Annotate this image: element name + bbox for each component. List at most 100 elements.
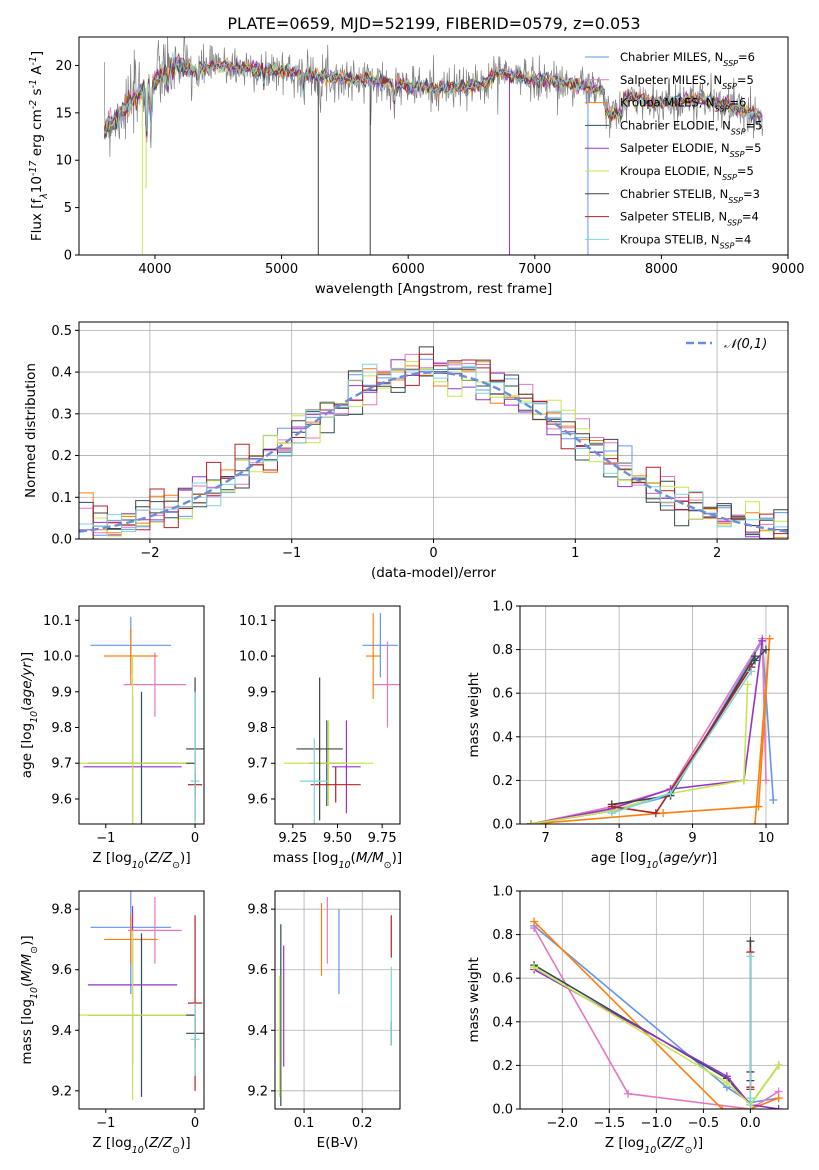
y-tick-label: 10.1 <box>239 614 268 629</box>
x-tick-label: 0.1 <box>294 1116 315 1131</box>
y-tick-label: 10 <box>55 154 72 169</box>
y-tick-label: 0.8 <box>492 928 513 943</box>
x-tick-label: 0 <box>191 831 199 846</box>
x-tick-label: 9.75 <box>368 831 397 846</box>
y-axis-label: mass weight <box>466 672 482 757</box>
x-tick-label: 7 <box>542 831 550 846</box>
weight-line-4 <box>533 968 779 1109</box>
y-axis-label: Normed distribution <box>23 363 39 498</box>
errorbar-4 <box>332 720 361 814</box>
y-tick-label: 9.8 <box>247 721 268 736</box>
weight-line-0 <box>530 638 775 824</box>
legend-label: Kroupa MILES, NSSP=6 <box>620 96 746 114</box>
axes-frame <box>78 605 205 825</box>
y-tick-label: 9.6 <box>51 792 72 807</box>
y-tick-label: 9.8 <box>247 903 268 918</box>
residuals-panel: −2 −1 0 1 2 0.0 0.1 0.2 0.3 0.4 0.5 (data-model)/er… <box>23 321 789 581</box>
y-tick-label: 0.2 <box>492 1059 513 1074</box>
x-tick-label: 8000 <box>645 262 678 277</box>
y-tick-label: 9.9 <box>247 685 268 700</box>
y-tick-label: 9.9 <box>51 685 72 700</box>
legend-label: Chabrier STELIB, NSSP=3 <box>620 187 760 205</box>
axes-frame <box>78 321 789 540</box>
x-tick-label: 8 <box>615 831 623 846</box>
y-axis-label: age [log10(age/yr)] <box>19 652 40 778</box>
weight-marker <box>750 820 759 824</box>
legend-label: Chabrier ELODIE, NSSP=5 <box>620 118 763 136</box>
age-weight-panel: 7 8 9 10 0.0 0.2 0.4 0.6 0.8 1.0 age [log10(age/yr… <box>466 600 789 871</box>
histogram-6 <box>79 346 788 539</box>
y-tick-label: 5 <box>64 201 72 216</box>
weight-line-2 <box>533 920 779 1109</box>
y-tick-label: 0 <box>64 249 72 264</box>
weight-line-5 <box>533 966 780 1106</box>
legend-label: Salpeter MILES, NSSP=5 <box>620 73 754 91</box>
y-tick-label: 9.8 <box>51 721 72 736</box>
weight-marker <box>530 963 539 972</box>
mass-age-panel: 9.25 9.50 9.75 9.6 9.7 9.8 9.9 10.0 10.1 mass [lo… <box>239 605 402 871</box>
weight-marker <box>746 952 755 961</box>
weight-marker <box>718 1105 727 1109</box>
plot-area <box>79 616 204 824</box>
x-tick-label: 9.25 <box>278 831 307 846</box>
axes-frame <box>274 890 401 1110</box>
plot-area <box>279 897 392 1106</box>
y-tick-label: 15 <box>55 106 72 121</box>
weight-marker <box>761 776 770 785</box>
weight-line-1 <box>533 927 780 1109</box>
x-axis-label: Z [log10(Z/Z⊙)] <box>92 850 190 871</box>
x-tick-label: −1 <box>282 546 301 561</box>
plot-area <box>79 346 788 539</box>
x-tick-label: 4000 <box>138 262 171 277</box>
legend-label: Kroupa STELIB, NSSP=4 <box>620 232 751 250</box>
errorbar-2 <box>104 627 158 685</box>
weight-marker <box>746 937 755 946</box>
y-tick-label: 0.4 <box>51 366 72 381</box>
axes-frame <box>78 36 789 256</box>
x-tick-label: −2 <box>140 546 159 561</box>
histogram-7 <box>79 353 788 539</box>
weight-marker <box>754 802 763 811</box>
y-tick-label: 9.2 <box>51 1084 72 1099</box>
spectrum-legend: Chabrier MILES, NSSP=6 Salpeter MILES, NS… <box>585 50 763 250</box>
x-tick-label: 9.50 <box>323 831 352 846</box>
weight-marker <box>530 917 539 926</box>
x-tick-label: −1.0 <box>641 1116 673 1131</box>
x-tick-label: 0.2 <box>352 1116 373 1131</box>
legend-label: Salpeter ELODIE, NSSP=5 <box>620 141 761 159</box>
errorbar-1 <box>128 897 182 964</box>
y-tick-label: 0.0 <box>51 533 72 548</box>
y-tick-label: 9.6 <box>247 963 268 978</box>
y-tick-label: 0.3 <box>51 407 72 422</box>
x-axis-label: (data-model)/error <box>371 565 497 581</box>
axes-frame <box>78 890 205 1110</box>
errorbar-5 <box>79 930 187 1100</box>
y-tick-label: 0.0 <box>492 1103 513 1118</box>
x-axis-label: mass [log10(M/M⊙)] <box>273 850 402 871</box>
y-tick-label: 0.2 <box>492 774 513 789</box>
weight-marker <box>722 1078 731 1087</box>
axes-frame <box>519 890 789 1110</box>
legend-label: 𝒩(0,1) <box>724 337 767 352</box>
weight-marker <box>746 1105 755 1109</box>
x-axis-label: E(B-V) <box>317 1135 359 1151</box>
y-axis-label: Flux [fλ10-17 erg cm-2 s-1 A-1] <box>28 51 50 241</box>
weight-marker <box>774 1061 783 1070</box>
weight-marker <box>758 636 767 645</box>
weight-marker <box>747 667 756 676</box>
spectrum-panel: 4000 5000 6000 7000 8000 9000 0 5 10 15 20 waveleng… <box>28 36 805 297</box>
weight-marker <box>774 1094 783 1103</box>
x-tick-label: 1 <box>571 546 579 561</box>
histogram-8 <box>79 361 788 532</box>
ebv-mass-panel: 0.1 0.2 9.2 9.4 9.6 9.8 E(B-V) <box>247 890 401 1151</box>
x-axis-label: wavelength [Angstrom, rest frame] <box>315 281 553 297</box>
x-tick-label: −2.0 <box>547 1116 579 1131</box>
errorbar-8 <box>190 1003 200 1076</box>
y-tick-label: 9.8 <box>51 903 72 918</box>
weight-marker <box>774 1105 783 1109</box>
y-tick-label: 1.0 <box>492 600 513 615</box>
model-line-8 <box>103 52 763 135</box>
x-tick-label: 0 <box>429 546 437 561</box>
y-tick-label: 10.0 <box>239 650 268 665</box>
